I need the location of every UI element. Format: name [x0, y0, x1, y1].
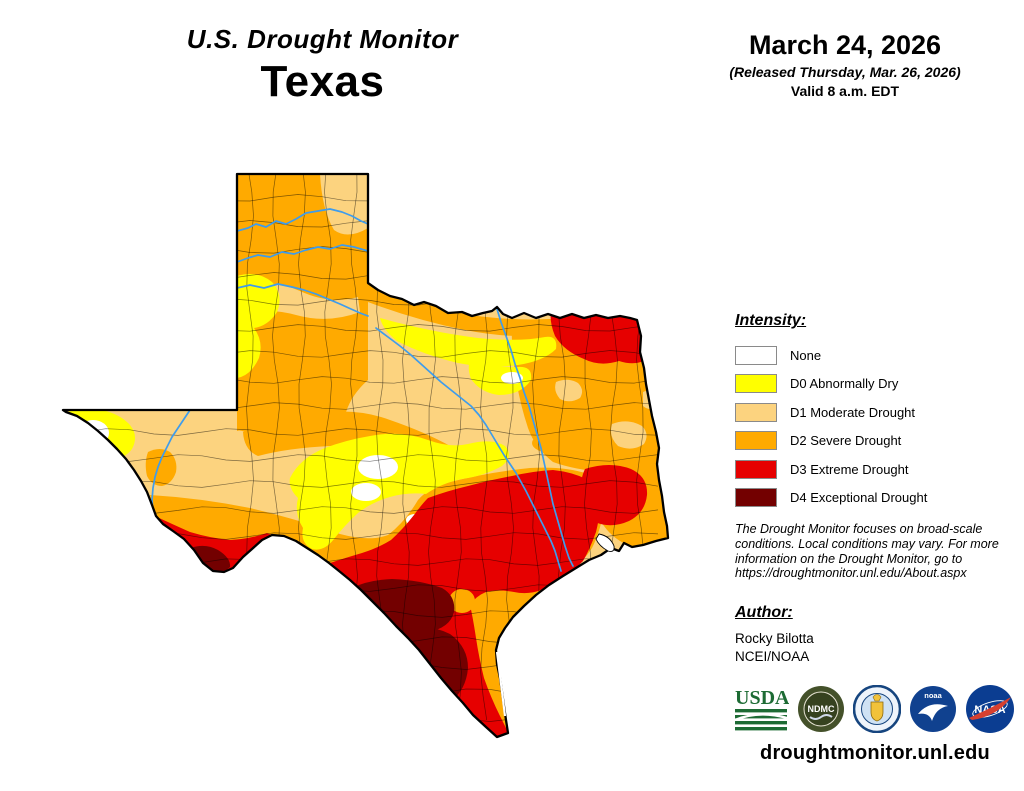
legend-label-0: None: [790, 347, 822, 363]
author-org: NCEI/NOAA: [735, 649, 810, 664]
region-tan-ne-patch-2: [610, 421, 647, 449]
report-title: U.S. Drought Monitor: [186, 24, 459, 54]
river-2: [236, 283, 369, 317]
author-heading: Author:: [735, 604, 793, 621]
legend-swatch-1: [735, 374, 777, 394]
legend-row-0: None: [735, 341, 927, 370]
region-yellow-central: [289, 433, 509, 550]
texas-map-svg: [61, 172, 670, 739]
valid-time: Valid 8 a.m. EDT: [790, 83, 900, 99]
legend-label-4: D3 Extreme Drought: [790, 461, 909, 477]
region-white-el-paso: [77, 420, 109, 446]
legend-swatch-3: [735, 431, 777, 451]
nasa-logo: NASA: [965, 684, 1015, 739]
agency-logos: USDA NDMC noaa NASA: [733, 684, 1015, 739]
legend-swatch-0: [735, 345, 777, 365]
legend-swatch-5: [735, 488, 777, 508]
legend-row-5: D4 Exceptional Drought: [735, 484, 927, 513]
legend-row-1: D0 Abnormally Dry: [735, 370, 927, 399]
river-0: [236, 208, 369, 232]
map-date: March 24, 2026: [748, 30, 942, 60]
legend-swatch-2: [735, 402, 777, 422]
legend-row-3: D2 Severe Drought: [735, 427, 927, 456]
legend-label-1: D0 Abnormally Dry: [790, 376, 899, 392]
region-tan-ne-patch-1: [555, 379, 583, 402]
doc-logo: [852, 684, 902, 738]
legend-row-4: D3 Extreme Drought: [735, 455, 927, 484]
title-block: U.S. Drought Monitor Texas: [140, 24, 505, 107]
region-orange-mclennan-blob: [532, 433, 572, 453]
svg-text:noaa: noaa: [924, 691, 942, 700]
usda-logo: USDA: [733, 686, 790, 737]
state-title: Texas: [260, 57, 385, 106]
legend-row-2: D1 Moderate Drought: [735, 398, 927, 427]
svg-text:USDA: USDA: [735, 687, 789, 709]
region-white-central-2: [351, 483, 381, 501]
legend-label-2: D1 Moderate Drought: [790, 404, 916, 420]
noaa-logo: noaa: [909, 685, 957, 738]
river-1: [236, 244, 369, 263]
release-date: (Released Thursday, Mar. 26, 2026): [729, 64, 961, 80]
ndmc-logo: NDMC: [797, 685, 845, 738]
galveston-bay: [595, 533, 615, 552]
river-3: [496, 308, 574, 567]
legend-swatch-4: [735, 459, 777, 479]
svg-text:NDMC: NDMC: [808, 704, 835, 714]
river-4: [375, 327, 562, 572]
texas-drought-map: [48, 142, 724, 788]
state-border: [61, 172, 670, 739]
region-tan-panhandle-topright: [320, 174, 368, 235]
date-block: March 24, 2026 (Released Thursday, Mar. …: [695, 30, 995, 99]
legend-label-5: D4 Exceptional Drought: [790, 490, 928, 506]
laguna-madre: [495, 651, 507, 717]
region-darkred-big-bend: [190, 545, 231, 572]
site-url: droughtmonitor.unl.edu: [760, 742, 990, 764]
author-name: Rocky Bilotta: [735, 631, 814, 646]
disclaimer-text: The Drought Monitor focuses on broad-sca…: [735, 522, 999, 581]
legend-label-3: D2 Severe Drought: [790, 433, 902, 449]
intensity-heading: Intensity:: [735, 312, 807, 329]
intensity-legend: None D0 Abnormally Dry D1 Moderate Drought…: [735, 341, 927, 512]
